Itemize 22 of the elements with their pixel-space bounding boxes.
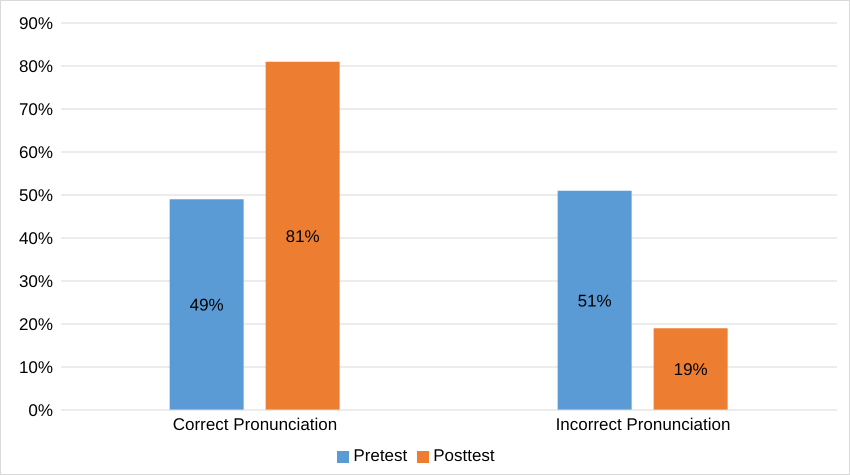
data-label: 81%	[286, 226, 320, 246]
y-tick-label: 40%	[18, 229, 53, 248]
bar	[170, 199, 244, 410]
data-label: 49%	[190, 296, 224, 315]
y-tick-label: 50%	[18, 186, 53, 206]
bar	[266, 62, 340, 410]
bar	[558, 190, 632, 410]
x-tick-label: Incorrect Pronunciation	[556, 415, 730, 434]
y-tick-label: 80%	[18, 57, 53, 76]
y-tick-label: 60%	[18, 143, 53, 162]
y-tick-label: 90%	[18, 14, 53, 34]
y-tick-label: 20%	[18, 315, 53, 334]
y-tick-label: 70%	[18, 100, 53, 120]
legend-label: Pretest	[353, 446, 408, 465]
legend-label: Posttest	[433, 446, 495, 465]
y-tick-label: 30%	[18, 272, 53, 292]
y-tick-label: 0%	[28, 401, 53, 420]
x-tick-label: Correct Pronunciation	[172, 415, 338, 434]
bar	[654, 328, 728, 410]
data-label: 51%	[578, 291, 612, 310]
data-label: 19%	[674, 360, 708, 380]
y-tick-label: 10%	[18, 358, 53, 378]
